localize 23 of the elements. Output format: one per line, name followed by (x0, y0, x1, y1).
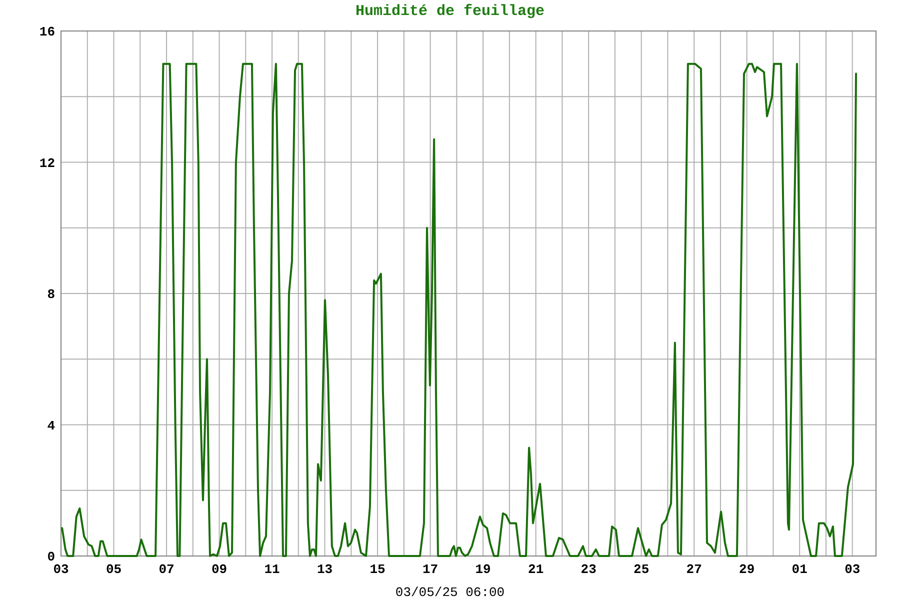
y-tick-label: 16 (39, 24, 56, 40)
x-tick-label: 11 (264, 562, 280, 577)
y-tick-label: 4 (47, 418, 56, 434)
y-tick-label: 8 (47, 287, 56, 302)
x-tick-label: 15 (370, 562, 386, 577)
x-tick-label: 03 (844, 562, 860, 577)
y-tick-label: 12 (39, 156, 56, 171)
x-tick-label: 27 (686, 562, 702, 577)
x-tick-label: 23 (580, 562, 597, 577)
x-tick-label: 19 (475, 562, 492, 577)
y-tick-label: 0 (47, 550, 56, 565)
x-tick-label: 05 (106, 562, 122, 577)
x-tick-label: 01 (792, 562, 808, 577)
x-tick-label: 07 (158, 562, 174, 577)
x-axis-title: 03/05/25 06:00 (395, 585, 505, 600)
chart-title: Humidité de feuillage (355, 3, 545, 20)
x-tick-label: 25 (634, 562, 650, 577)
x-tick-label: 03 (53, 562, 69, 577)
x-tick-label: 09 (211, 562, 228, 577)
x-tick-label: 17 (422, 562, 438, 577)
x-tick-label: 13 (316, 562, 333, 577)
x-tick-label: 29 (739, 562, 755, 577)
x-tick-label: 21 (528, 562, 544, 577)
